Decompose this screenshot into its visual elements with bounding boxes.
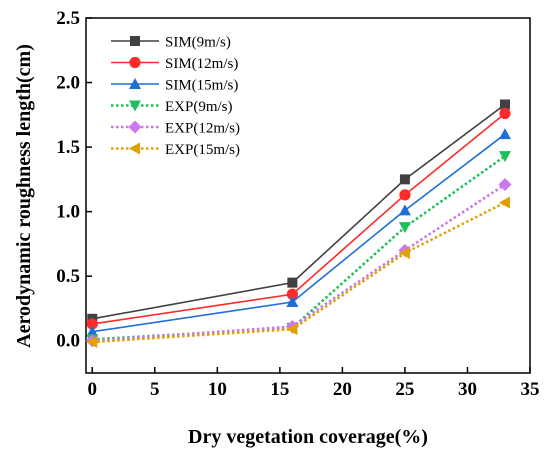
data-point — [86, 325, 99, 337]
data-point — [499, 107, 511, 120]
legend: SIM(9m/s) SIM(12m/s) SIM(15m/s) EXP(9m/s) EX… — [111, 35, 240, 158]
legend-marker — [129, 78, 141, 89]
data-point — [287, 277, 298, 288]
series-line — [92, 201, 506, 344]
data-point — [86, 318, 98, 330]
x-tick-label: 10 — [208, 379, 227, 400]
series-layer — [85, 99, 512, 349]
legend-label: EXP(9m/s) — [165, 99, 233, 115]
x-tick-label: 30 — [458, 379, 477, 400]
x-tick-label: 0 — [88, 379, 98, 400]
data-point — [286, 296, 299, 307]
series-line — [92, 133, 506, 333]
data-point — [398, 246, 410, 259]
y-axis-title: Aerodynamic roughness length(cm) — [13, 44, 35, 348]
data-point — [498, 151, 511, 163]
legend-marker — [128, 120, 142, 134]
series-EXP(12m/s) — [85, 178, 512, 348]
series-line — [92, 112, 506, 325]
data-point — [398, 222, 411, 234]
y-tick-label: 2.5 — [56, 8, 80, 29]
series-SIM(12m/s) — [86, 107, 511, 330]
y-tick-label: 1.5 — [56, 137, 80, 158]
series-line — [92, 155, 506, 341]
data-point — [499, 99, 510, 110]
data-point — [498, 128, 511, 140]
data-point — [498, 178, 512, 192]
series-SIM(15m/s) — [86, 128, 511, 337]
plot-frame — [85, 17, 531, 374]
y-tick-label: 2.0 — [56, 73, 80, 94]
legend-label: SIM(15m/s) — [165, 78, 238, 94]
legend-label: SIM(9m/s) — [165, 35, 231, 51]
data-point — [399, 189, 411, 201]
series-line — [92, 103, 506, 320]
series-EXP(15m/s) — [86, 196, 510, 349]
legend-marker — [129, 100, 141, 112]
x-axis-title: Dry vegetation coverage(%) — [188, 426, 428, 448]
x-tick-label: 20 — [333, 379, 352, 400]
data-point — [398, 204, 411, 216]
y-tick-label: 0.5 — [56, 266, 80, 287]
data-point — [286, 288, 298, 300]
x-tick-label: 35 — [521, 379, 540, 400]
legend-marker — [129, 142, 140, 155]
data-point — [86, 336, 98, 349]
x-axis: 0 5 10 15 20 25 30 35 — [88, 367, 540, 400]
legend-marker — [129, 56, 141, 69]
series-line — [92, 183, 506, 343]
legend-label: SIM(12m/s) — [165, 56, 238, 72]
legend-label: EXP(15m/s) — [165, 142, 240, 158]
data-point — [286, 323, 298, 336]
x-tick-label: 15 — [270, 379, 289, 400]
y-tick-label: 0.0 — [56, 331, 80, 352]
series-EXP(9m/s) — [86, 151, 511, 346]
legend-marker — [130, 36, 140, 46]
x-tick-label: 25 — [395, 379, 414, 400]
series-SIM(9m/s) — [87, 99, 510, 324]
x-tick-label: 5 — [150, 379, 160, 400]
y-tick-label: 1.0 — [56, 202, 80, 223]
legend-label: EXP(12m/s) — [165, 121, 240, 137]
data-point — [498, 196, 510, 209]
y-axis: 0.0 0.5 1.0 1.5 2.0 2.5 — [56, 8, 92, 352]
data-point — [399, 174, 410, 185]
